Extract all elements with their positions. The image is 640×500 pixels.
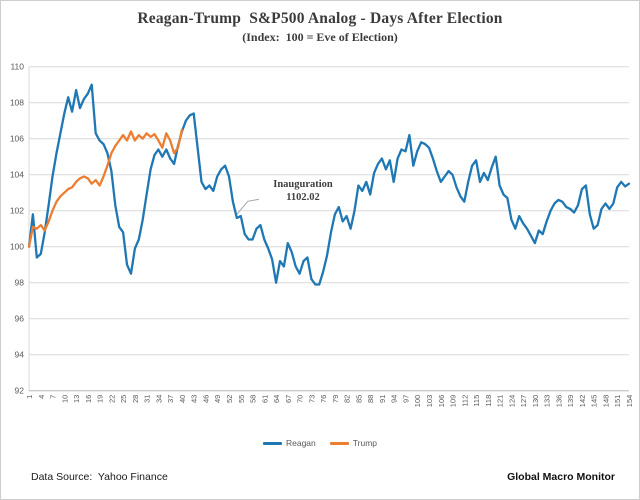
x-tick-label: 43 <box>190 395 199 403</box>
x-tick-label: 10 <box>60 395 69 403</box>
reagan-series-line[interactable] <box>27 83 631 286</box>
x-tick-label: 112 <box>460 395 469 407</box>
legend-item-reagan[interactable]: Reagan <box>262 438 316 448</box>
x-tick-label: 79 <box>331 395 340 403</box>
x-tick-label: 100 <box>413 395 422 408</box>
y-tick-label: 98 <box>15 278 25 288</box>
x-tick-label: 13 <box>72 395 81 403</box>
x-tick-label: 55 <box>237 395 246 403</box>
y-tick-label: 108 <box>10 98 24 108</box>
x-tick-label: 52 <box>225 395 234 403</box>
x-tick-label: 145 <box>590 395 599 408</box>
x-tick-label: 139 <box>566 395 575 408</box>
x-tick-label: 34 <box>154 395 163 403</box>
x-tick-label: 148 <box>601 395 610 408</box>
y-tick-label: 104 <box>10 170 24 180</box>
trump-series-line[interactable] <box>27 128 184 248</box>
chart-title: Reagan-Trump S&P500 Analog - Days After … <box>137 10 503 27</box>
x-tick-label: 91 <box>378 395 387 403</box>
x-tick-label: 154 <box>625 395 634 408</box>
x-tick-label: 103 <box>425 395 434 408</box>
y-tick-label: 96 <box>15 314 25 324</box>
x-tick-label: 151 <box>613 395 622 408</box>
legend-label-trump: Trump <box>352 438 378 448</box>
x-tick-label: 7 <box>49 395 58 399</box>
x-tick-label: 109 <box>449 395 458 408</box>
x-tick-label: 28 <box>131 395 140 403</box>
chart-legend: Reagan Trump <box>1 438 639 448</box>
brand-watermark: Global Macro Monitor <box>507 471 615 483</box>
x-tick-label: 31 <box>143 395 152 403</box>
legend-item-trump[interactable]: Trump <box>329 438 378 448</box>
x-tick-label: 16 <box>84 395 93 403</box>
chart-subtitle: (Index: 100 = Eve of Election) <box>242 30 398 44</box>
inauguration-annotation: Inauguration 1102.02 <box>257 179 349 204</box>
x-tick-label: 64 <box>272 395 281 403</box>
x-tick-label: 142 <box>578 395 587 408</box>
x-tick-label: 22 <box>107 395 116 403</box>
x-tick-label: 40 <box>178 395 187 403</box>
annotation-line2: 1102.02 <box>286 191 320 203</box>
x-tick-label: 37 <box>166 395 175 403</box>
y-tick-label: 92 <box>15 386 25 396</box>
reagan-line-swatch <box>262 441 282 445</box>
x-tick-label: 130 <box>531 395 540 408</box>
x-tick-label: 67 <box>284 395 293 403</box>
x-tick-label: 25 <box>119 395 128 403</box>
x-tick-label: 124 <box>507 395 516 408</box>
x-tick-label: 82 <box>343 395 352 403</box>
x-tick-label: 1 <box>25 395 34 399</box>
x-tick-label: 118 <box>484 395 493 407</box>
annotation-leader-line <box>236 198 259 215</box>
y-tick-label: 110 <box>10 62 24 72</box>
annotation-line1: Inauguration <box>273 179 333 190</box>
legend-label-reagan: Reagan <box>285 438 316 448</box>
x-tick-label: 70 <box>296 395 305 403</box>
x-tick-label: 97 <box>401 395 410 403</box>
x-tick-label: 94 <box>390 395 399 403</box>
data-source-note: Data Source: Yahoo Finance <box>31 471 168 483</box>
x-tick-label: 76 <box>319 395 328 403</box>
x-tick-label: 133 <box>543 395 552 408</box>
x-tick-label: 73 <box>307 395 316 403</box>
x-tick-label: 4 <box>37 395 46 399</box>
x-tick-label: 88 <box>366 395 375 403</box>
y-tick-label: 94 <box>15 350 25 360</box>
x-tick-label: 85 <box>354 395 363 403</box>
x-tick-label: 121 <box>496 395 505 408</box>
x-tick-label: 127 <box>519 395 528 408</box>
x-tick-label: 106 <box>437 395 446 408</box>
x-tick-label: 46 <box>201 395 210 403</box>
x-tick-label: 19 <box>96 395 105 403</box>
x-tick-label: 58 <box>249 395 258 403</box>
y-tick-label: 102 <box>10 206 24 216</box>
x-tick-label: 49 <box>213 395 222 403</box>
x-tick-label: 115 <box>472 395 481 407</box>
y-tick-label: 100 <box>10 242 24 252</box>
trump-line-swatch <box>329 441 349 445</box>
x-tick-label: 61 <box>260 395 269 403</box>
x-tick-label: 136 <box>554 395 563 408</box>
y-tick-label: 106 <box>10 134 24 144</box>
